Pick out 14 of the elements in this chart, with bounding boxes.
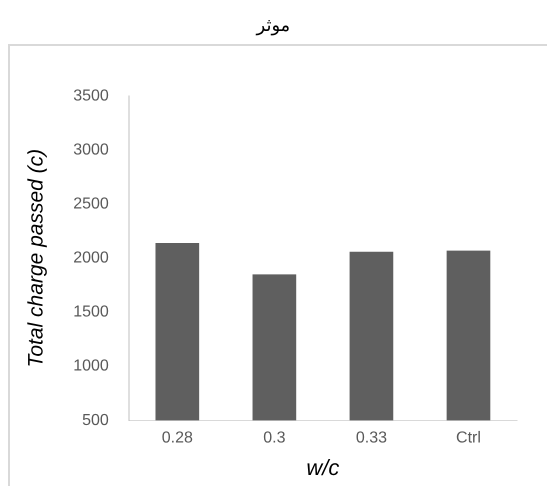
y-tick-label: 2000 xyxy=(73,250,109,267)
y-tick-label: 1000 xyxy=(73,358,109,375)
y-tick-label: 1500 xyxy=(73,304,109,321)
chart-title: موثر xyxy=(254,14,292,36)
y-axis-title: Total charge passed (c) xyxy=(24,148,48,368)
x-axis-title: w/c xyxy=(306,454,340,480)
x-tick-label: Ctrl xyxy=(456,429,481,446)
x-tick-label: 0.3 xyxy=(263,429,286,446)
y-tick-label: 2500 xyxy=(73,196,109,213)
y-tick-label: 3500 xyxy=(73,87,109,104)
y-tick-label: 500 xyxy=(82,412,109,429)
x-tick-label: 0.33 xyxy=(356,429,388,446)
y-tick-label: 3000 xyxy=(73,141,109,158)
x-tick-label: 0.28 xyxy=(162,429,193,446)
